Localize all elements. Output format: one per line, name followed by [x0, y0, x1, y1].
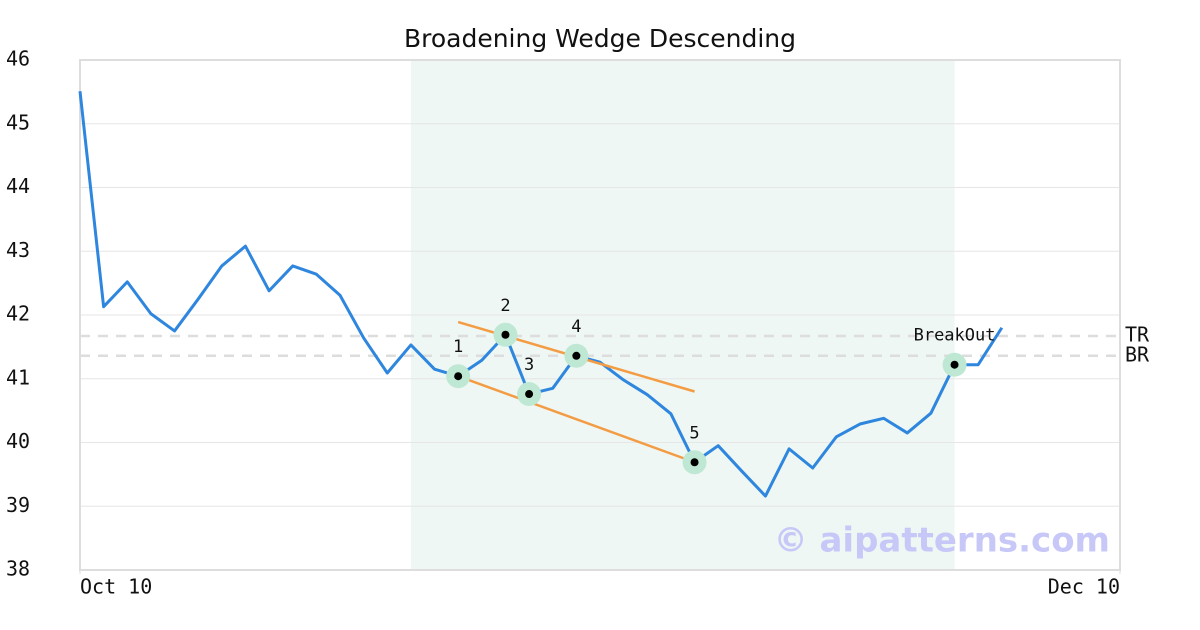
x-tick-label: Oct 10 [80, 575, 152, 599]
point-dot [572, 351, 581, 360]
level-label: TR [1125, 323, 1150, 347]
point-dot [950, 360, 959, 369]
y-tick-label: 38 [6, 557, 30, 581]
point-dot [690, 458, 699, 467]
point-label: 5 [689, 423, 699, 443]
y-tick-label: 39 [6, 493, 30, 517]
y-tick-label: 42 [6, 302, 30, 326]
x-tick-label: Dec 10 [1048, 575, 1120, 599]
point-label: 4 [571, 317, 581, 337]
point-dot [454, 372, 463, 381]
trend-line [457, 375, 695, 464]
chart-title: Broadening Wedge Descending [404, 24, 796, 53]
point-label: 3 [524, 355, 534, 375]
point-label: BreakOut [914, 326, 996, 346]
point-label: 2 [500, 296, 510, 316]
y-tick-label: 44 [6, 174, 30, 198]
point-dot [501, 330, 510, 339]
plot-frame [79, 59, 1121, 571]
point-dot [525, 390, 534, 399]
watermark: © aipatterns.com [774, 521, 1110, 561]
price-line [78, 91, 1004, 498]
level-label: BR [1125, 342, 1150, 366]
y-tick-label: 46 [6, 47, 30, 71]
point-label: 1 [453, 337, 463, 357]
y-tick-label: 41 [6, 365, 30, 389]
y-tick-label: 40 [6, 429, 30, 453]
y-tick-label: 43 [6, 238, 30, 262]
y-tick-label: 45 [6, 110, 30, 134]
